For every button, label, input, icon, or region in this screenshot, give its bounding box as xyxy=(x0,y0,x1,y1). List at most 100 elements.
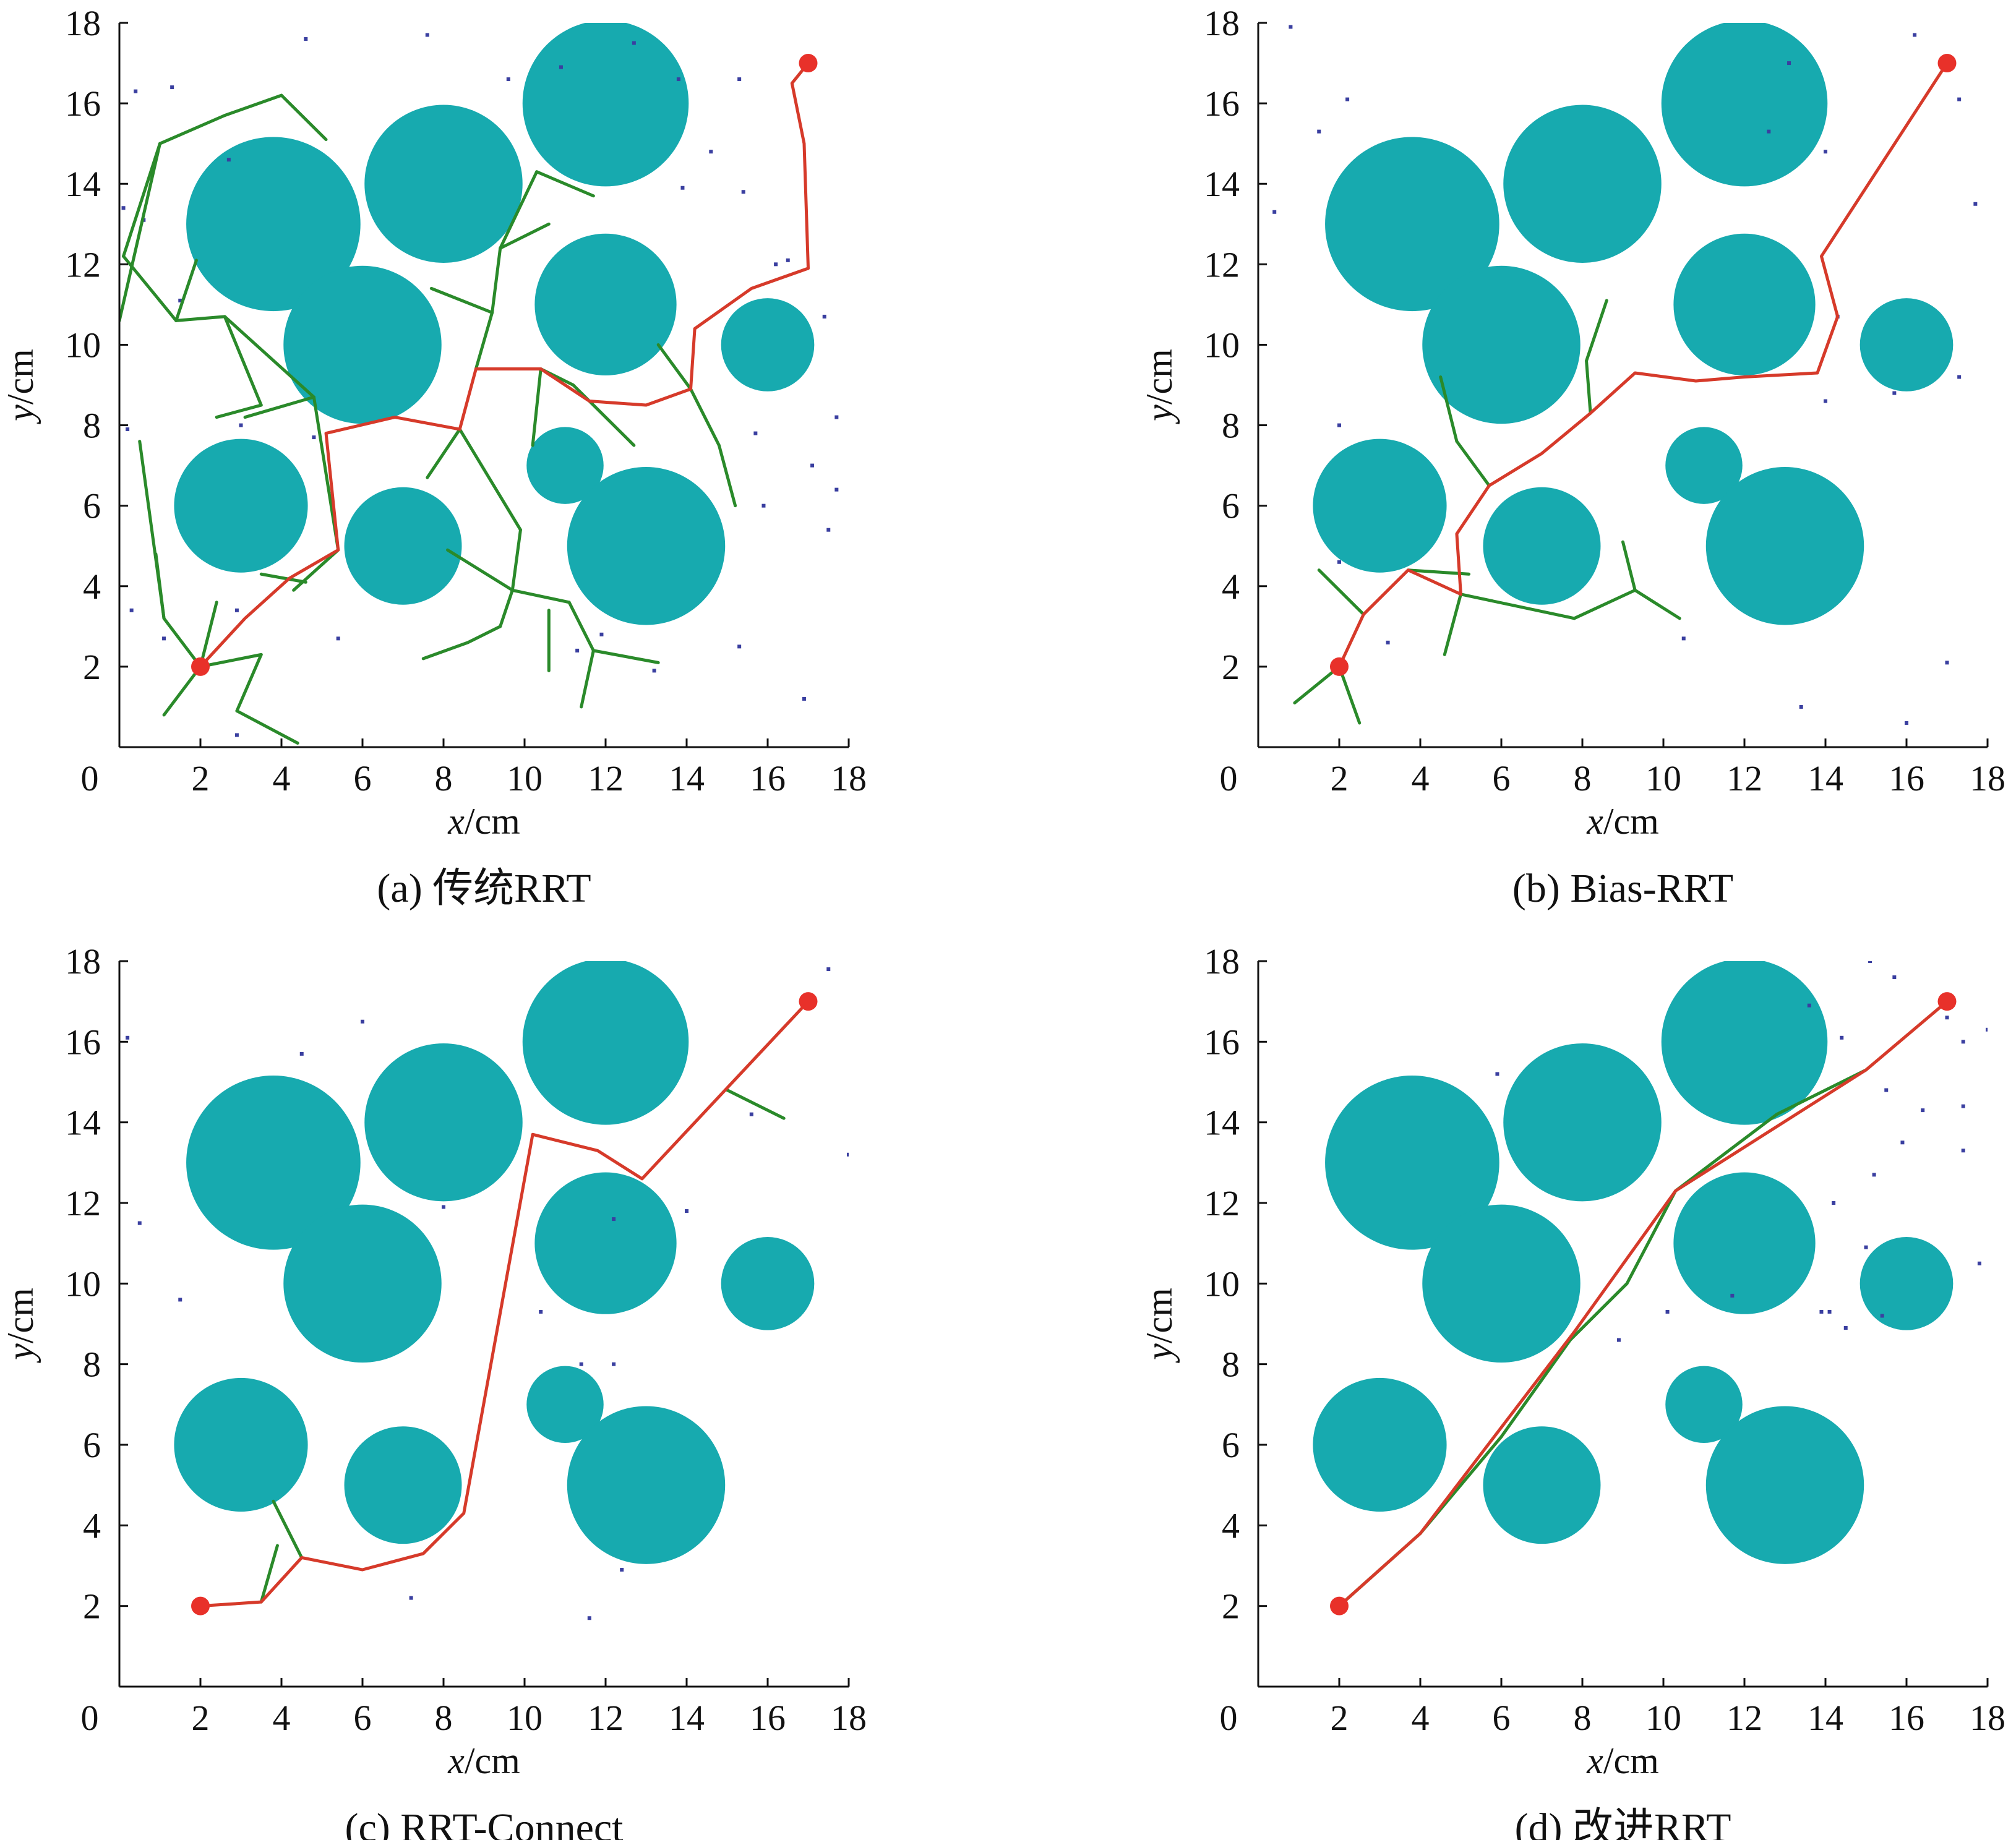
sample-point xyxy=(1905,721,1908,725)
x-tick-label: 8 xyxy=(435,1698,453,1738)
sample-point xyxy=(575,648,580,653)
sample-point xyxy=(178,1298,182,1302)
x-tick-label: 2 xyxy=(1331,758,1349,798)
panel-a: 0 2 4 6 8 10 12 14 16 18 2 4 6 8 10 12 14 16 18 x/cm y/cm (a)… xyxy=(0,3,867,911)
x-tick-label: 12 xyxy=(1726,758,1762,798)
sample-point xyxy=(1892,975,1897,980)
sample-point xyxy=(709,150,713,154)
sample-point xyxy=(737,77,742,82)
plot-area xyxy=(1313,961,1994,1615)
obstacle-circle xyxy=(534,1172,677,1314)
obstacle-circle xyxy=(526,427,604,504)
obstacle-circle xyxy=(364,105,523,263)
path-line xyxy=(200,1000,810,1608)
tree-edge xyxy=(223,315,315,399)
panel-caption: (d) 改进RRT xyxy=(1515,1805,1731,1840)
sample-point xyxy=(361,1019,364,1024)
sample-point xyxy=(1345,97,1350,101)
y-tick-label: 2 xyxy=(83,1586,101,1627)
obstacle-circle xyxy=(1503,105,1662,263)
y-axis-label: y/cm xyxy=(0,349,41,425)
sample-point xyxy=(612,1362,616,1366)
x-tick-label: 10 xyxy=(1645,758,1681,798)
obstacle-circle xyxy=(1422,1204,1581,1363)
x-axis-label: x/cm xyxy=(447,801,520,842)
sample-point xyxy=(1921,1108,1925,1113)
sample-point xyxy=(126,1035,130,1040)
obstacle-circle xyxy=(364,1043,523,1202)
obstacle-circle xyxy=(522,961,689,1125)
sample-point xyxy=(786,258,790,262)
obstacle-circle xyxy=(1661,23,1828,187)
tree-edge xyxy=(531,367,543,447)
obstacle-circle xyxy=(526,1366,604,1444)
y-tick-label: 6 xyxy=(83,486,101,526)
panel-d: 0 2 4 6 8 10 12 14 16 18 2 4 6 8 10 12 14 16 18 x/cm y/cm (d)… xyxy=(1139,941,2005,1840)
sample-point xyxy=(822,314,826,319)
x-axis-label: x/cm xyxy=(447,1740,520,1781)
tree-edge xyxy=(656,343,693,391)
x-tick-label: 0 xyxy=(1220,758,1238,798)
sample-point xyxy=(802,696,806,701)
panel-b: 0 2 4 6 8 10 12 14 16 18 2 4 6 8 10 12 14 16 18 x/cm y/cm (b)… xyxy=(1139,3,2005,911)
x-tick-label: 10 xyxy=(1645,1698,1681,1738)
y-tick-label: 18 xyxy=(65,941,101,982)
tree-edge xyxy=(235,709,299,745)
sample-point xyxy=(226,158,231,162)
x-tick-label: 2 xyxy=(192,758,210,798)
sample-point xyxy=(737,644,742,649)
sample-point xyxy=(1892,391,1897,395)
y-tick-label: 12 xyxy=(1204,244,1240,285)
obstacle-circle xyxy=(1422,265,1581,424)
y-tick-label: 6 xyxy=(1222,1425,1240,1465)
sample-point xyxy=(1961,1040,1965,1044)
sample-point xyxy=(1289,25,1293,29)
obstacle-circle xyxy=(1325,1076,1499,1250)
y-tick-label: 12 xyxy=(1204,1183,1240,1223)
sample-point xyxy=(1665,1309,1670,1314)
tree-edge xyxy=(259,1544,279,1604)
obstacle-circle xyxy=(1313,439,1447,573)
sample-point xyxy=(239,423,243,427)
obstacle-circle xyxy=(567,466,726,625)
tree-edge xyxy=(174,259,198,322)
y-tick-label: 12 xyxy=(65,1183,101,1223)
obstacle-circle xyxy=(1665,427,1743,504)
sample-point xyxy=(137,1221,142,1225)
plot-area xyxy=(1272,23,1978,725)
sample-point xyxy=(170,85,174,90)
y-tick-label: 4 xyxy=(1222,567,1240,607)
tree-edge xyxy=(1633,588,1681,620)
tree-edge xyxy=(119,142,161,322)
sample-point xyxy=(1990,1257,1994,1261)
sample-point xyxy=(826,967,831,972)
tree-edge xyxy=(535,170,595,198)
y-tick-label: 4 xyxy=(83,1505,101,1546)
panel-caption: (b) Bias-RRT xyxy=(1512,866,1733,911)
tree-edge xyxy=(567,601,595,653)
sample-point xyxy=(680,186,685,190)
sample-point xyxy=(336,636,340,641)
sample-point xyxy=(126,427,130,432)
y-tick-label: 12 xyxy=(65,244,101,285)
obstacle-circle xyxy=(344,487,462,605)
sample-point xyxy=(1945,661,1949,665)
y-tick-label: 8 xyxy=(83,406,101,446)
x-tick-label: 0 xyxy=(81,1698,99,1738)
sample-point xyxy=(1880,1314,1884,1318)
tree-edge xyxy=(510,588,571,604)
sample-point xyxy=(587,1616,591,1620)
tree-edge xyxy=(199,653,263,669)
tree-edge xyxy=(243,395,315,419)
x-tick-label: 6 xyxy=(1493,1698,1511,1738)
sample-point xyxy=(1824,399,1827,403)
tree-edge xyxy=(1572,588,1637,620)
x-axis-label: x/cm xyxy=(1586,801,1659,842)
sample-point xyxy=(1864,1245,1868,1249)
path-line xyxy=(199,62,810,668)
x-tick-label: 16 xyxy=(750,758,786,798)
obstacle-circle xyxy=(567,1406,726,1564)
tree-edge xyxy=(421,641,470,661)
x-tick-label: 14 xyxy=(669,758,705,798)
tree-edge xyxy=(499,170,539,250)
